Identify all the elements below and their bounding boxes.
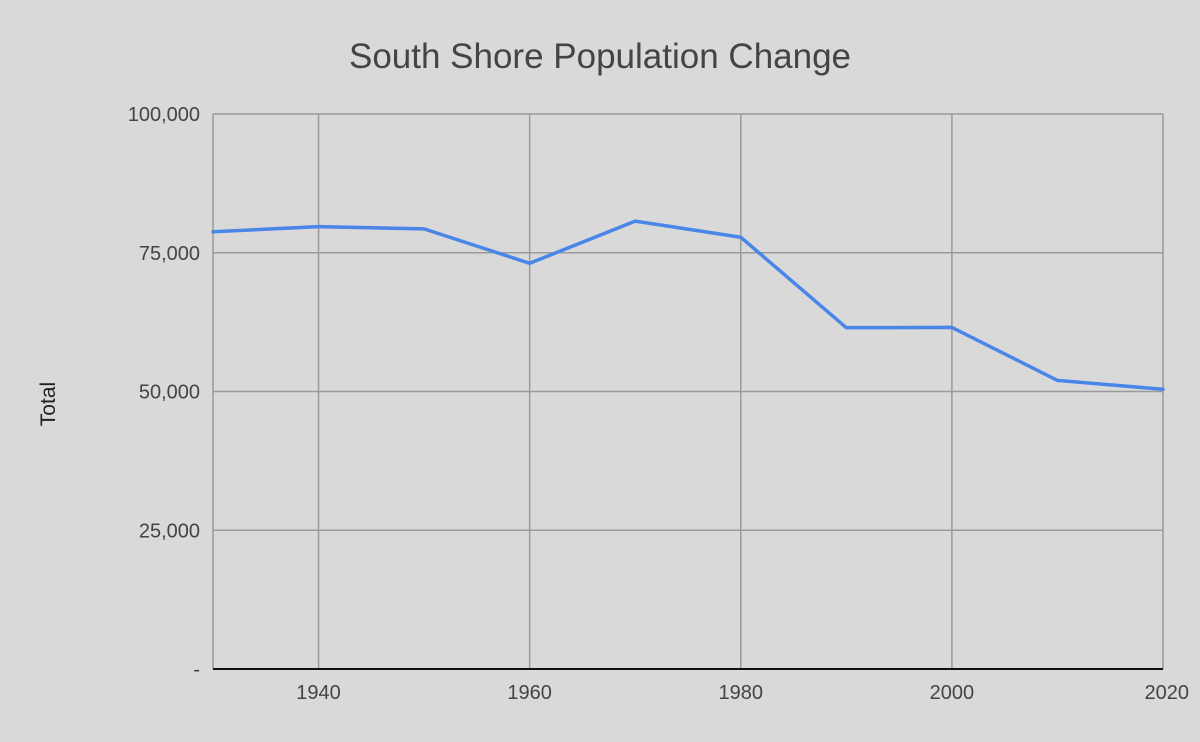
y-tick-label: - (193, 659, 200, 681)
tick-labels: - 25,000 50,000 75,000 100,000 1940 1960 1980 20… (128, 104, 1189, 704)
x-tick-label: 1940 (296, 682, 341, 704)
x-tick-label: 2000 (930, 682, 975, 704)
grid-lines (212, 113, 1164, 670)
x-tick-label: 1960 (507, 682, 552, 704)
y-axis-label: Total (37, 382, 60, 426)
x-tick-label: 1980 (719, 682, 764, 704)
chart-title: South Shore Population Change (349, 37, 851, 76)
y-tick-label: 25,000 (139, 520, 200, 542)
y-tick-label: 100,000 (128, 104, 200, 126)
series-lines (211, 219, 1165, 392)
series-line (211, 219, 1165, 392)
x-tick-label: 2020 (1145, 682, 1190, 704)
y-tick-label: 50,000 (139, 382, 200, 404)
y-tick-label: 75,000 (139, 243, 200, 265)
